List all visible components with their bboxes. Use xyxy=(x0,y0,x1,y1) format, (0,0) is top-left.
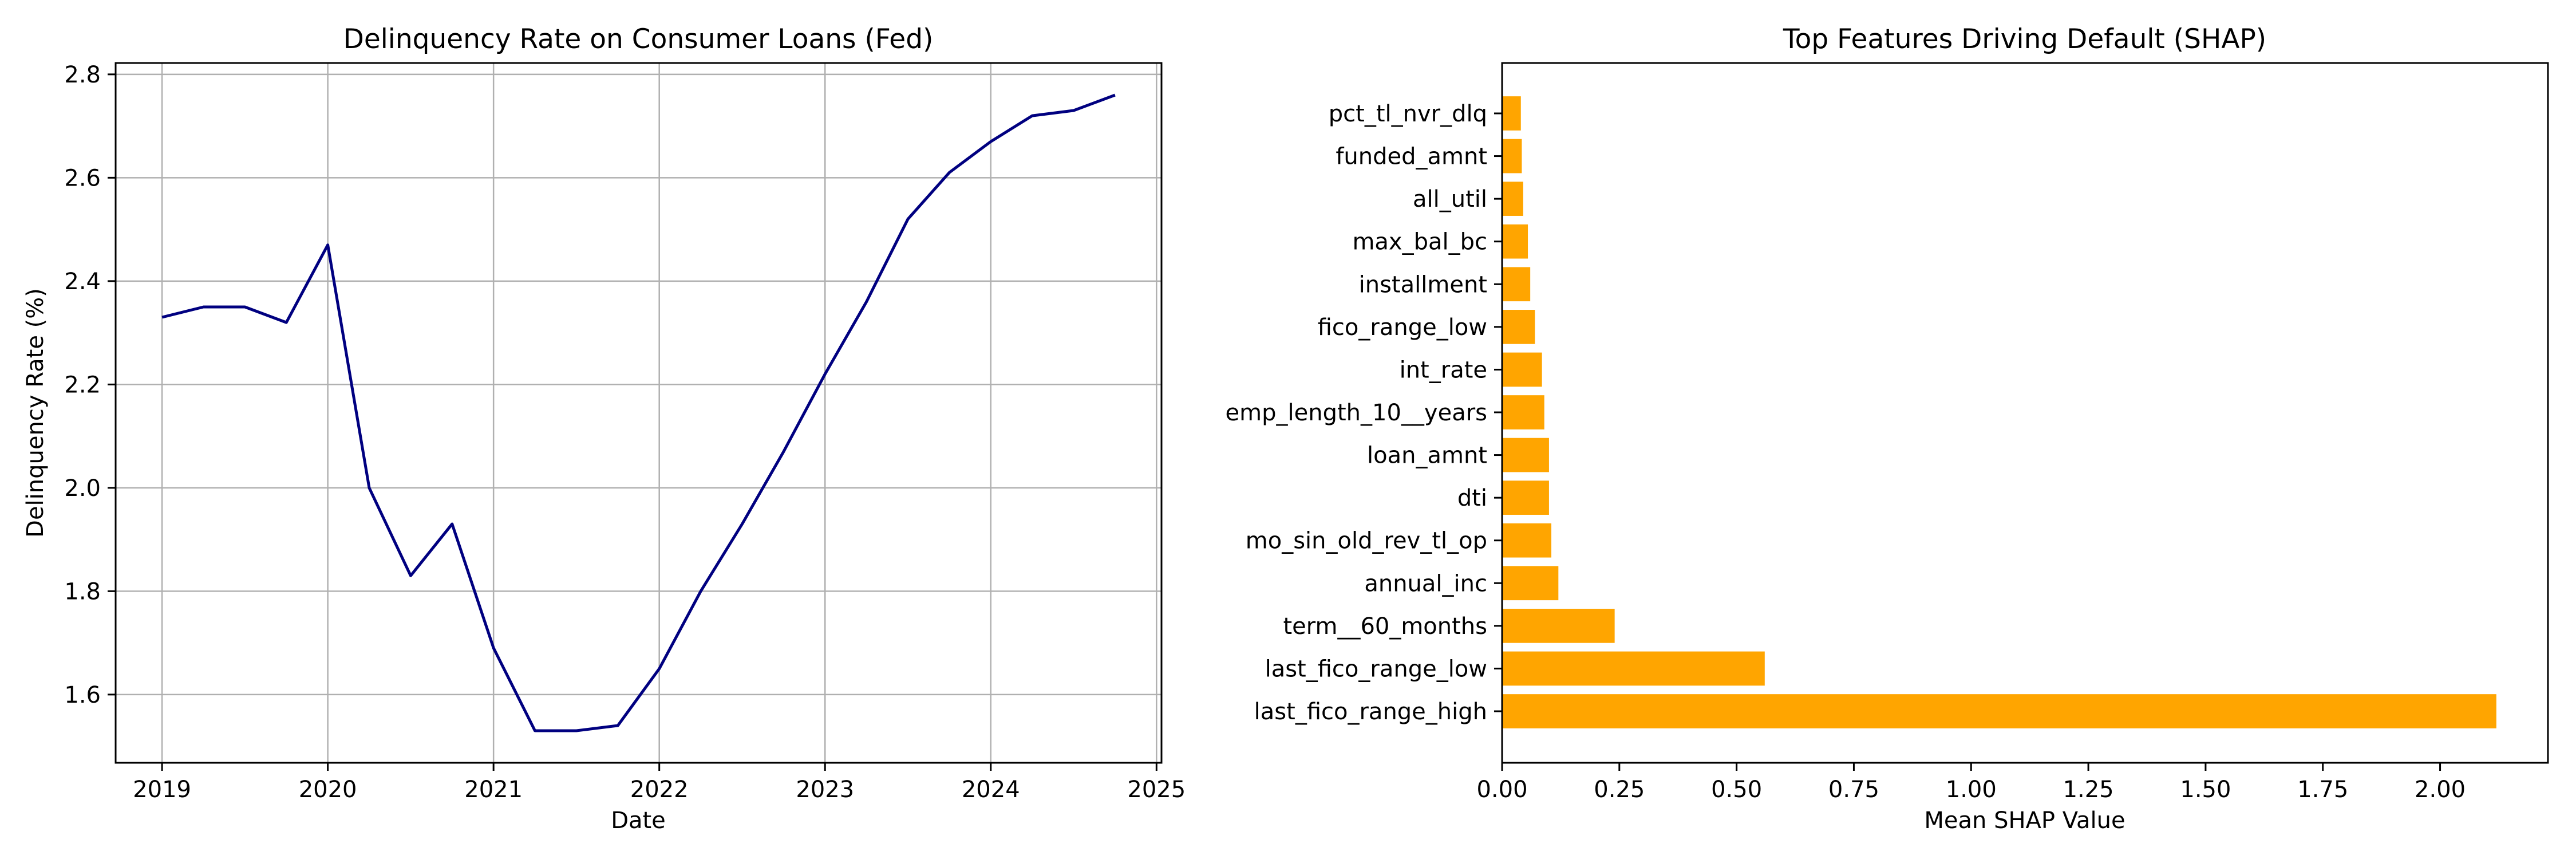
shap-bar xyxy=(1502,652,1765,686)
shap-bar xyxy=(1502,224,1528,259)
line-chart-x-tick-label: 2024 xyxy=(962,777,1020,803)
bar-chart-category-label: loan_amnt xyxy=(1367,443,1487,469)
bar-chart-category-label: term__60_months xyxy=(1283,613,1487,640)
line-chart-x-tick-label: 2025 xyxy=(1127,777,1186,803)
bar-chart-x-tick-label: 1.75 xyxy=(2297,777,2348,803)
line-chart-y-tick-label: 2.8 xyxy=(64,62,101,88)
shap-bar xyxy=(1502,694,2496,728)
shap-bar xyxy=(1502,480,1549,515)
shap-bar xyxy=(1502,310,1535,344)
bar-chart-x-tick-label: 0.75 xyxy=(1828,777,1879,803)
bar-chart-category-label: funded_amnt xyxy=(1336,144,1487,170)
bar-chart-category-label: last_fico_range_high xyxy=(1254,699,1487,725)
bar-chart-x-tick-label: 2.00 xyxy=(2415,777,2466,803)
line-chart-x-axis-label: Date xyxy=(611,807,666,834)
line-chart-y-tick-label: 2.6 xyxy=(64,165,101,191)
bar-chart-category-label: installment xyxy=(1359,271,1487,298)
bar-chart-x-tick-label: 0.25 xyxy=(1594,777,1645,803)
bar-chart-x-tick-label: 1.00 xyxy=(1946,777,1997,803)
line-chart-x-tick-label: 2022 xyxy=(630,777,689,803)
bar-chart-category-label: pct_tl_nvr_dlq xyxy=(1329,101,1487,127)
line-chart-x-tick-label: 2020 xyxy=(299,777,357,803)
line-chart-y-tick-label: 2.2 xyxy=(64,372,101,398)
bar-chart-category-label: mo_sin_old_rev_tl_op xyxy=(1246,528,1487,554)
shap-bar xyxy=(1502,96,1521,131)
line-chart-y-axis-label: Delinquency Rate (%) xyxy=(22,288,49,538)
bar-chart-category-label: int_rate xyxy=(1400,357,1487,383)
bar-chart-category-label: all_util xyxy=(1413,186,1487,212)
shap-bar xyxy=(1502,438,1549,472)
bar-chart-category-label: dti xyxy=(1457,485,1487,511)
bar-chart-x-axis-label: Mean SHAP Value xyxy=(1924,807,2125,834)
bar-chart-x-tick-label: 1.25 xyxy=(2063,777,2114,803)
line-chart-x-tick-label: 2021 xyxy=(464,777,523,803)
shap-bar xyxy=(1502,566,1558,600)
line-chart-y-tick-label: 1.6 xyxy=(64,682,101,708)
line-chart-x-tick-label: 2023 xyxy=(796,777,854,803)
shap-bar xyxy=(1502,267,1530,301)
shap-bar xyxy=(1502,353,1542,387)
shap-bar xyxy=(1502,139,1522,174)
bar-chart-category-label: emp_length_10__years xyxy=(1226,400,1487,426)
bar-chart-category-label: max_bal_bc xyxy=(1352,229,1487,255)
bar-chart-title: Top Features Driving Default (SHAP) xyxy=(1783,23,2266,55)
shap-bar xyxy=(1502,395,1544,430)
line-chart-x-tick-label: 2019 xyxy=(133,777,191,803)
line-chart-y-tick-label: 2.0 xyxy=(64,475,101,502)
shap-bar xyxy=(1502,523,1551,558)
bar-chart-x-tick-label: 0.00 xyxy=(1476,777,1527,803)
bar-chart-x-tick-label: 0.50 xyxy=(1711,777,1762,803)
bar-chart-x-tick-label: 1.50 xyxy=(2180,777,2231,803)
line-chart-y-tick-label: 1.8 xyxy=(64,578,101,605)
bar-chart-category-label: annual_inc xyxy=(1364,570,1487,597)
bar-chart-category-label: fico_range_low xyxy=(1318,314,1487,341)
line-chart-title: Delinquency Rate on Consumer Loans (Fed) xyxy=(343,23,934,55)
shap-bar xyxy=(1502,182,1523,216)
bar-chart-category-label: last_fico_range_low xyxy=(1265,656,1487,682)
line-chart-y-tick-label: 2.4 xyxy=(64,269,101,295)
shap-bar xyxy=(1502,609,1615,643)
